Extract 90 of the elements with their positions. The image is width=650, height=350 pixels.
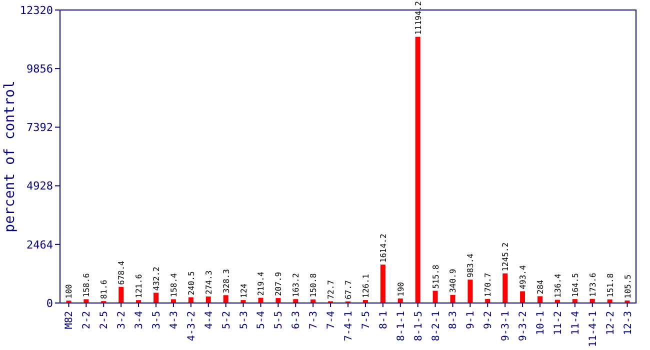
x-tick-label: 8-1-1 (396, 311, 407, 342)
x-tick-label: 12-3 (622, 311, 634, 336)
y-tick-label: 4928 (26, 180, 53, 193)
data-label: 983.4 (466, 253, 476, 278)
data-label: 678.4 (117, 260, 126, 285)
data-label: 81.6 (100, 280, 109, 300)
bar (293, 299, 298, 303)
data-label: 105.5 (623, 274, 632, 298)
x-tick-label: 2-2 (82, 311, 93, 330)
x-tick-label: 5-4 (256, 311, 268, 330)
y-tick-label: 2464 (26, 238, 54, 252)
x-tick-label: 7-5 (360, 311, 372, 330)
data-label: 173.6 (588, 272, 598, 297)
data-label: 274.3 (204, 270, 214, 294)
x-tick-label: 5-3 (238, 311, 250, 330)
bar (432, 290, 438, 303)
x-tick-label: 3-5 (152, 311, 162, 330)
x-tick-label: 8-2-1 (430, 311, 442, 342)
y-axis-title: percent of control (2, 80, 18, 232)
data-label: 100 (64, 284, 74, 299)
bar (538, 296, 542, 303)
bar (450, 294, 456, 303)
data-label: 158.6 (82, 272, 92, 298)
data-label: 340.9 (448, 268, 458, 293)
data-label: 1245.2 (501, 242, 510, 272)
bar (154, 292, 158, 303)
bar (502, 273, 508, 303)
data-label: 150.8 (309, 273, 318, 298)
data-label: 207.9 (274, 272, 284, 296)
data-label: 328.3 (222, 268, 231, 294)
x-tick-label: 10-1 (536, 311, 546, 336)
x-tick-label: 2-5 (99, 311, 110, 330)
x-tick-label: 8-1 (378, 311, 390, 330)
y-tick-label: 7392 (26, 121, 53, 134)
data-label: 515.8 (431, 264, 440, 289)
x-tick-label: 11-4-1 (588, 311, 599, 348)
data-label: 164.5 (570, 272, 580, 298)
x-tick-label: 11-4 (570, 311, 582, 336)
x-tick-label: 4-3-2 (186, 311, 198, 342)
data-label: 284 (536, 280, 545, 294)
data-label: 190 (396, 282, 406, 296)
data-label: 219.4 (256, 272, 266, 296)
x-tick-label: 7-4 (326, 311, 338, 330)
x-tick-label: 12-2 (605, 311, 616, 336)
data-label: 121.6 (134, 274, 144, 298)
x-tick-label: 5-2 (221, 311, 232, 330)
x-tick-label: 3-2 (116, 311, 128, 330)
data-label: 493.4 (518, 265, 528, 290)
bar (380, 264, 386, 303)
x-tick-label: 4-4 (204, 311, 215, 330)
x-tick-label: 9-3-1 (500, 311, 512, 342)
data-label: 240.5 (186, 271, 196, 296)
bar (276, 298, 281, 303)
data-label: 67.7 (344, 280, 353, 300)
x-tick-label: 9-1 (466, 311, 477, 330)
x-tick-label: 4-3 (168, 311, 180, 330)
data-label: 126.1 (361, 274, 370, 298)
bar (206, 296, 211, 303)
x-tick-label: 9-2 (483, 311, 494, 330)
x-tick-label: 7-4-1 (344, 311, 354, 342)
y-tick-label: 9856 (26, 62, 53, 76)
x-tick-label: M82 (64, 311, 76, 330)
data-label: 158.4 (169, 272, 178, 298)
data-label: 432.2 (152, 266, 161, 291)
data-label: 72.7 (326, 280, 336, 300)
data-label: 124 (239, 283, 248, 298)
bar (468, 280, 473, 303)
bar (118, 286, 124, 303)
y-tick-label: 12320 (20, 4, 53, 17)
x-tick-label: 11-2 (552, 311, 564, 336)
y-tick-label: 0 (46, 296, 53, 310)
data-label: 163.2 (292, 272, 301, 298)
bar (415, 36, 420, 303)
x-tick-label: 8-3 (448, 311, 460, 330)
data-label: 136.4 (553, 273, 562, 298)
x-tick-label: 9-3-2 (518, 311, 530, 342)
x-tick-label: 8-1-5 (413, 311, 424, 342)
data-label: 151.8 (606, 273, 615, 298)
x-tick-label: 3-4 (134, 311, 146, 330)
x-tick-label: 7-3 (308, 311, 320, 330)
x-tick-label: 6-3 (291, 311, 302, 330)
bar (572, 299, 578, 303)
bar (170, 299, 176, 303)
bar (223, 295, 228, 303)
x-tick-label: 5-5 (274, 311, 285, 330)
data-label: 11194.2 (414, 0, 423, 35)
data-label: 1614.2 (378, 234, 388, 263)
bar (520, 291, 526, 303)
bar (84, 299, 89, 303)
data-label: 170.7 (484, 272, 493, 297)
